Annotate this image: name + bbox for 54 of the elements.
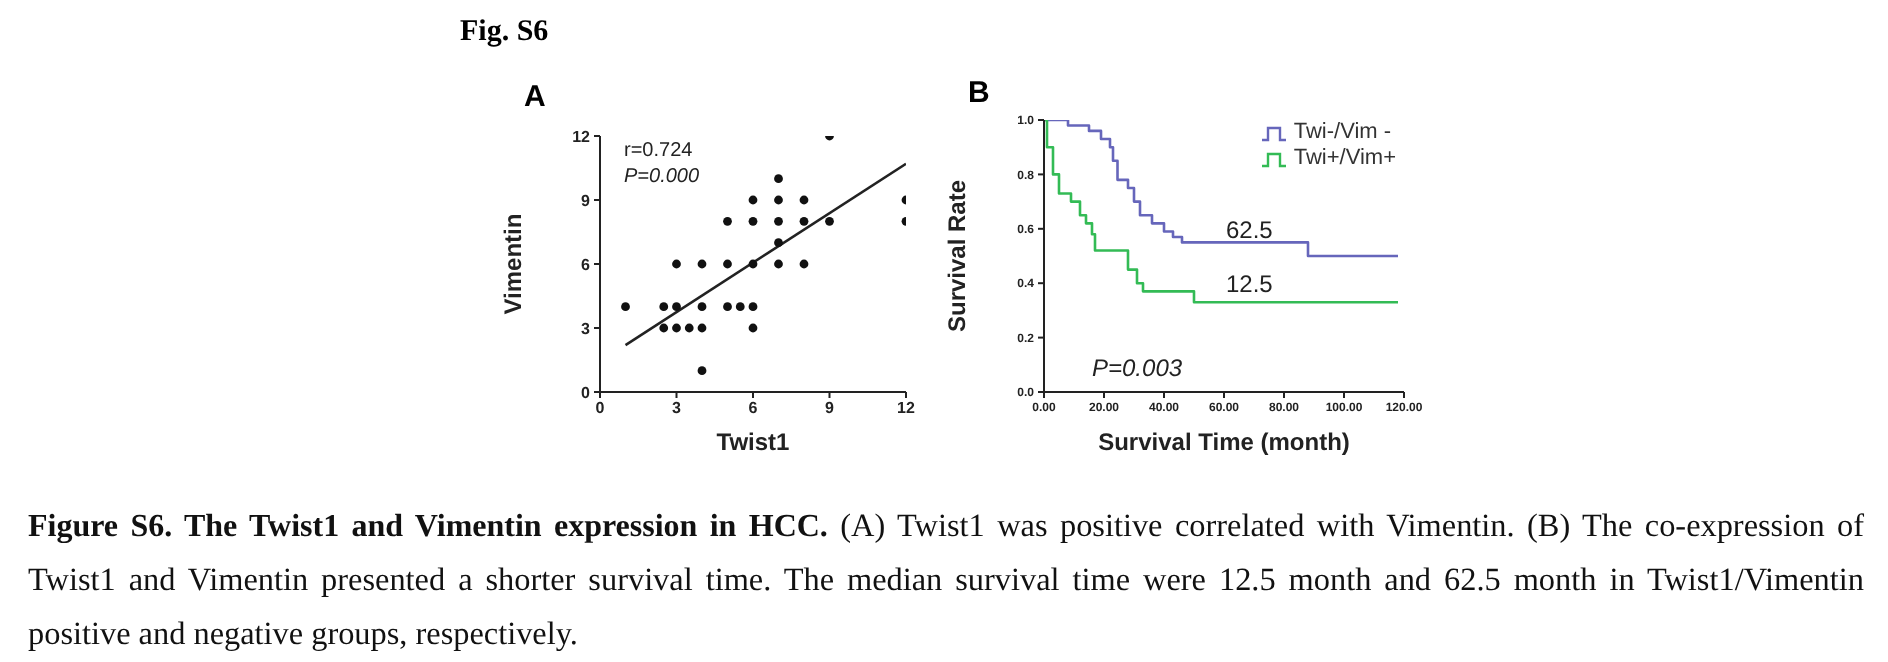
point (659, 302, 669, 312)
caption: Figure S6. The Twist1 and Vimentin expression in HCC. (28, 510, 828, 544)
caption: Fig. S6 (460, 16, 549, 50)
point (799, 259, 809, 269)
point (672, 259, 681, 269)
point (697, 323, 707, 333)
y-tick-label: 0 (581, 383, 592, 402)
point (723, 259, 732, 269)
point (723, 302, 732, 312)
y-axis-title: Survival Rate (942, 179, 971, 333)
x-tick-label: 6 (748, 399, 759, 418)
y-axis-title: Vimentin (498, 213, 527, 315)
point (748, 302, 758, 312)
point (774, 195, 783, 205)
annotation: P=0.003 (1092, 354, 1183, 382)
legend-label: Twi+/Vim+ (1293, 146, 1396, 172)
point (799, 216, 809, 226)
point (774, 174, 783, 184)
x-axis-title: Twist1 (714, 428, 792, 456)
point (799, 195, 809, 205)
point (672, 302, 681, 312)
chart-title: A (524, 80, 546, 114)
point (697, 302, 707, 312)
annotation: 12.5 (1226, 270, 1273, 298)
point (774, 259, 783, 269)
point (684, 323, 694, 333)
point (774, 238, 783, 248)
legend-label: Twi-/Vim - (1293, 120, 1392, 146)
annotation: P=0.000 (624, 166, 700, 190)
point (621, 302, 630, 312)
point (672, 323, 681, 333)
point (748, 195, 758, 205)
y-tick-label: 3 (581, 319, 592, 338)
point (697, 366, 707, 376)
point (659, 323, 669, 333)
chart-title: B (968, 76, 990, 110)
x-tick-label: 12 (897, 399, 916, 418)
point (748, 323, 758, 333)
y-tick-label: 12 (572, 127, 592, 146)
point (723, 216, 732, 226)
x-tick-label: 9 (825, 399, 836, 418)
annotation: 62.5 (1226, 216, 1273, 244)
point (697, 259, 707, 269)
x-tick-label: 0 (595, 399, 606, 418)
point (748, 216, 758, 226)
x-axis-title: Survival Time (month) (1096, 428, 1352, 456)
point (735, 302, 745, 312)
y-tick-label: 9 (581, 191, 592, 210)
point (774, 216, 783, 226)
annotation: r=0.724 (624, 140, 693, 164)
point (748, 259, 758, 269)
point (825, 216, 834, 226)
y-tick-label: 6 (581, 255, 592, 274)
x-tick-label: 3 (672, 399, 683, 418)
